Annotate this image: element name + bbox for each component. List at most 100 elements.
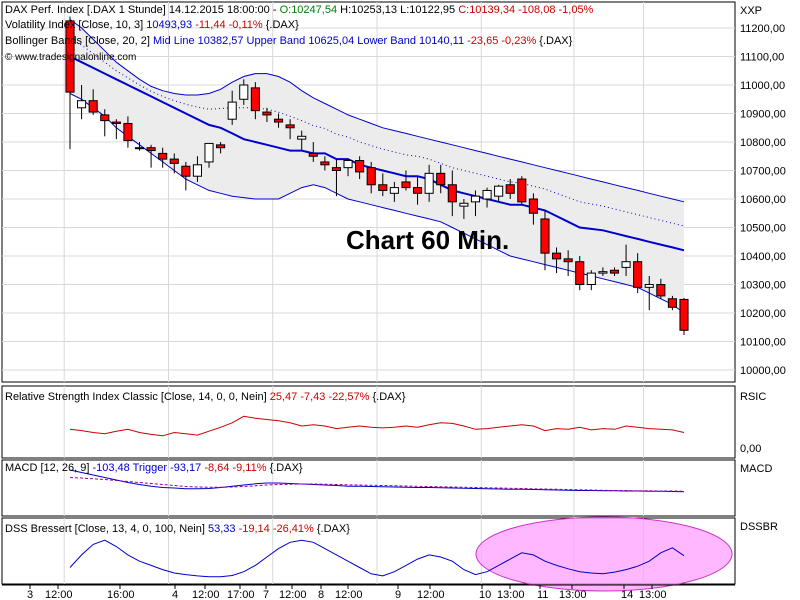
macd-panel: [1, 459, 736, 517]
candle-body-up: [227, 101, 237, 120]
candle-body-up: [424, 172, 434, 194]
dss-legend-suffix: {.DAX}: [314, 523, 350, 535]
time-tick-label: 13:00: [497, 589, 525, 600]
price-tick-label: 10700,00: [740, 166, 786, 178]
dss-panel: [1, 516, 736, 592]
bb-label: Bollinger Bands [Close, 20, 2]: [5, 35, 153, 47]
macd-line: [69, 469, 685, 493]
rsi-panel-frame: [1, 385, 736, 459]
candle-body-up: [598, 271, 608, 274]
price-tick-label: 10100,00: [740, 337, 786, 349]
price-tick-label: 11100,00: [740, 52, 784, 64]
candle-body-down: [679, 298, 689, 331]
candle-body-up: [459, 202, 469, 207]
candle-body-down: [436, 172, 446, 186]
candle-body-down: [366, 167, 376, 186]
rsi-legend-suffix: {.DAX}: [369, 391, 405, 403]
candle-body-down: [308, 152, 318, 157]
time-tick-label: 11: [537, 589, 548, 600]
header-symbol: DAX Perf. Index [.DAX 1 Stunde] 14.12.20…: [5, 4, 280, 16]
volatility-index-line: [69, 37, 685, 227]
candle-body-down: [540, 218, 550, 254]
candle-body-up: [297, 135, 307, 140]
candle-body-down: [355, 160, 365, 173]
price-tick-label: 11000,00: [740, 80, 785, 92]
main-panel: [1, 1, 736, 383]
dss-legend-change: -19,14 -26,41%: [239, 523, 314, 535]
overlay-title: Chart 60 Min.: [346, 225, 509, 255]
time-tick-label: 10: [479, 589, 491, 600]
header-line-2: Volatility Index [Close, 10, 3] 10493,93…: [5, 19, 299, 31]
rsi-axis-title: RSIC: [740, 391, 766, 403]
bollinger-mid-line: [69, 55, 685, 252]
price-tick-label: 10300,00: [740, 280, 786, 292]
rsi-line: [69, 415, 685, 437]
macd-legend-suffix: {.DAX}: [267, 462, 303, 474]
time-tick-label: 13:00: [559, 589, 587, 600]
candle-body-up: [586, 272, 596, 286]
candle-body-down: [111, 121, 121, 124]
header-close: C:10139,34 -108,08 -1,05%: [458, 4, 593, 16]
candle-body-down: [158, 152, 168, 160]
candle-body-down: [378, 184, 388, 191]
time-tick-label: 7: [263, 589, 269, 600]
header-legend: DAX Perf. Index [.DAX 1 Stunde] 14.12.20…: [5, 4, 594, 63]
candle-body-down: [331, 167, 342, 171]
candle-body-down: [552, 252, 562, 260]
candle-body-up: [343, 160, 353, 169]
macd-legend: MACD [12, 26, 9] -103,48 Trigger -93,17 …: [5, 462, 303, 474]
time-tick-label: 13:00: [639, 589, 667, 600]
dss-grid: [63, 518, 644, 584]
macd-legend-change: -8,64 -9,11%: [204, 462, 266, 474]
time-tick-label: 17:00: [227, 589, 255, 600]
dss-legend-value: 53,33: [208, 523, 239, 535]
candle-body-up: [77, 100, 87, 109]
time-tick-label: 16:00: [107, 589, 135, 600]
vol-value: 10493,93: [146, 19, 192, 31]
candle-body-down: [517, 178, 527, 203]
candle-body-down: [250, 87, 260, 112]
time-tick-label: 12:00: [192, 589, 220, 600]
candle-body-down: [528, 198, 538, 214]
macd-trigger-line: [69, 477, 685, 492]
candle-body-down: [412, 187, 423, 194]
candle-body-down: [123, 122, 133, 142]
candle-body-up: [494, 185, 504, 197]
price-tick-label: 10600,00: [740, 194, 786, 206]
candle-body-down: [563, 258, 573, 263]
rsi-legend: Relative Strength Index Classic [Close, …: [5, 391, 406, 403]
candle-body-up: [239, 84, 249, 100]
candle-body-up: [482, 189, 492, 200]
vol-change: -11,44 -0,11%: [192, 19, 263, 31]
price-tick-label: 10500,00: [740, 223, 786, 235]
copyright-text: © www.tradesignalonline.com: [5, 52, 136, 63]
price-axis: XXP 11200,00 11100,00 11000,00 10900,00 1080…: [740, 5, 786, 377]
candle-body-down: [609, 269, 620, 274]
vol-label: Volatility Index [Close, 10, 3]: [5, 19, 146, 31]
bb-suffix: {.DAX}: [536, 35, 572, 47]
rsi-panel: [1, 385, 736, 459]
candle-body-down: [273, 118, 284, 123]
candle-body-up: [192, 164, 202, 177]
time-tick-label: 14: [621, 589, 633, 600]
price-tick-label: 10200,00: [740, 308, 786, 320]
header-line-1: DAX Perf. Index [.DAX 1 Stunde] 14.12.20…: [5, 4, 594, 16]
price-tick-label: 11200,00: [740, 23, 785, 35]
macd-grid: [63, 460, 644, 516]
candle-body-down: [100, 114, 110, 122]
rsi-grid: [63, 386, 644, 458]
price-tick-label: 10400,00: [740, 251, 786, 263]
time-tick-label: 9: [395, 589, 401, 600]
time-tick-label: 12:00: [45, 589, 73, 600]
price-tick-label: 10900,00: [740, 109, 786, 121]
time-tick-label: 3: [27, 589, 33, 600]
price-tick-label: 10800,00: [740, 137, 786, 149]
candle-body-down: [401, 181, 411, 189]
candle-body-down: [169, 158, 179, 164]
macd-legend-label: MACD [12, 26, 9]: [5, 462, 92, 474]
dss-line: [69, 539, 685, 578]
header-line-3: Bollinger Bands [Close, 20, 2] Mid Line …: [5, 35, 573, 47]
vol-suffix: {.DAX}: [263, 19, 299, 31]
dss-axis-title: DSSBR: [740, 521, 778, 533]
